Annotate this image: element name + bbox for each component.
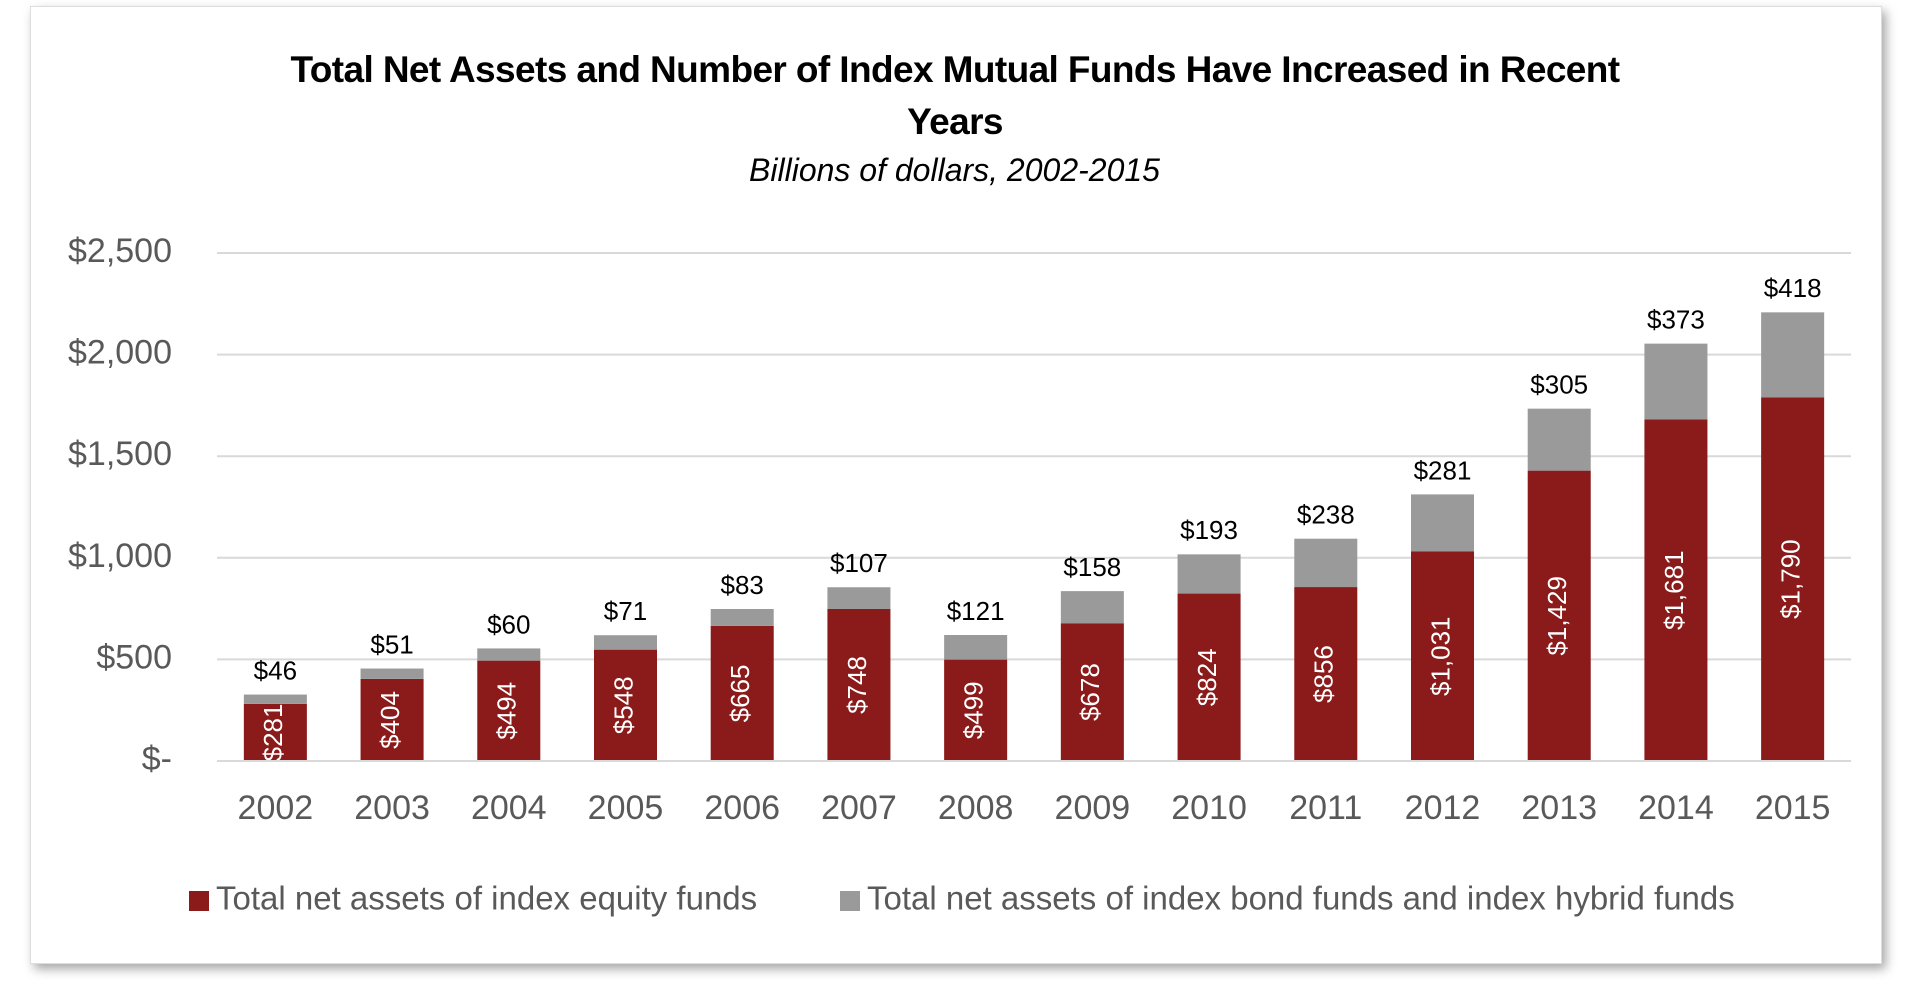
bar-segment bbox=[1060, 591, 1124, 624]
bar-segment bbox=[1527, 470, 1591, 761]
bar-segment bbox=[1761, 312, 1825, 398]
legend-swatch bbox=[840, 891, 860, 911]
bar-segment bbox=[710, 609, 774, 626]
x-tick-label: 2003 bbox=[354, 789, 430, 827]
y-tick-label: $1,000 bbox=[68, 537, 172, 575]
value-label: $158 bbox=[1063, 552, 1121, 582]
x-tick-label: 2004 bbox=[471, 789, 547, 827]
value-label: $418 bbox=[1764, 273, 1822, 303]
value-label: $499 bbox=[959, 681, 989, 739]
x-tick-label: 2006 bbox=[704, 789, 780, 827]
value-label: $60 bbox=[487, 609, 530, 639]
x-tick-label: 2010 bbox=[1171, 789, 1247, 827]
chart-title: Total Net Assets and Number of Index Mut… bbox=[290, 49, 1621, 142]
value-label: $51 bbox=[370, 629, 413, 659]
bar-segment bbox=[710, 625, 774, 761]
y-tick-label: $2,500 bbox=[68, 232, 172, 270]
x-tick-label: 2009 bbox=[1055, 789, 1131, 827]
value-label: $107 bbox=[830, 548, 888, 578]
value-label: $678 bbox=[1075, 663, 1105, 721]
value-label: $193 bbox=[1180, 515, 1238, 545]
x-tick-label: 2012 bbox=[1405, 789, 1481, 827]
value-label: $856 bbox=[1309, 645, 1339, 703]
chart-subtitle: Billions of dollars, 2002-2015 bbox=[749, 152, 1160, 188]
legend-swatch bbox=[189, 891, 209, 911]
x-tick-label: 2005 bbox=[588, 789, 664, 827]
value-label: $46 bbox=[254, 655, 297, 685]
value-label: $281 bbox=[1414, 455, 1472, 485]
value-label: $494 bbox=[492, 682, 522, 740]
x-tick-label: 2007 bbox=[821, 789, 897, 827]
bar-segment bbox=[1177, 554, 1241, 594]
x-tick-label: 2015 bbox=[1755, 789, 1831, 827]
value-label: $1,790 bbox=[1776, 539, 1806, 619]
bar-segment bbox=[1060, 623, 1124, 761]
bar-segment bbox=[243, 703, 307, 761]
value-label: $404 bbox=[375, 691, 405, 749]
value-label: $305 bbox=[1530, 370, 1588, 400]
bar-segment bbox=[477, 660, 541, 761]
value-label: $548 bbox=[608, 676, 638, 734]
x-tick-label: 2008 bbox=[938, 789, 1014, 827]
value-label: $121 bbox=[947, 596, 1005, 626]
bar-segment bbox=[1294, 538, 1358, 588]
x-tick-label: 2014 bbox=[1638, 789, 1714, 827]
value-label: $748 bbox=[842, 656, 872, 714]
bar-segment bbox=[944, 659, 1008, 761]
x-tick-label: 2013 bbox=[1521, 789, 1597, 827]
bar-segment bbox=[1761, 397, 1825, 761]
bar-segment bbox=[827, 587, 891, 610]
bar-segment bbox=[1644, 419, 1708, 761]
y-tick-label: $- bbox=[142, 740, 172, 778]
y-tick-label: $500 bbox=[96, 638, 172, 676]
bar-segment bbox=[360, 668, 424, 679]
bar-segment bbox=[944, 635, 1008, 660]
bar-segment bbox=[593, 649, 658, 761]
y-tick-label: $2,000 bbox=[68, 334, 172, 372]
bar-segment bbox=[1410, 494, 1475, 552]
bar-segment bbox=[1644, 343, 1708, 420]
value-label: $1,031 bbox=[1425, 616, 1455, 696]
bar-segment bbox=[360, 678, 424, 761]
bar-segment bbox=[1410, 551, 1475, 761]
value-label: $71 bbox=[604, 596, 647, 626]
x-tick-label: 2002 bbox=[238, 789, 314, 827]
value-label: $281 bbox=[258, 704, 288, 762]
bar-segment bbox=[827, 609, 891, 761]
legend-label: Total net assets of index equity funds bbox=[216, 880, 757, 917]
value-label: $83 bbox=[721, 570, 764, 600]
bar-segment bbox=[593, 635, 658, 650]
bar-segment bbox=[1294, 587, 1358, 761]
value-label: $824 bbox=[1192, 648, 1222, 706]
value-label: $665 bbox=[725, 665, 755, 723]
value-label: $1,429 bbox=[1542, 576, 1572, 656]
value-label: $373 bbox=[1647, 305, 1705, 335]
bar-segment bbox=[243, 694, 307, 704]
legend-label: Total net assets of index bond funds and… bbox=[867, 880, 1735, 917]
value-label: $1,681 bbox=[1659, 550, 1689, 630]
y-tick-label: $1,500 bbox=[68, 435, 172, 473]
bar-segment bbox=[1177, 593, 1241, 761]
bar-segment bbox=[477, 648, 541, 661]
x-tick-label: 2011 bbox=[1289, 789, 1362, 827]
bar-segment bbox=[1527, 408, 1591, 471]
value-label: $238 bbox=[1297, 500, 1355, 530]
